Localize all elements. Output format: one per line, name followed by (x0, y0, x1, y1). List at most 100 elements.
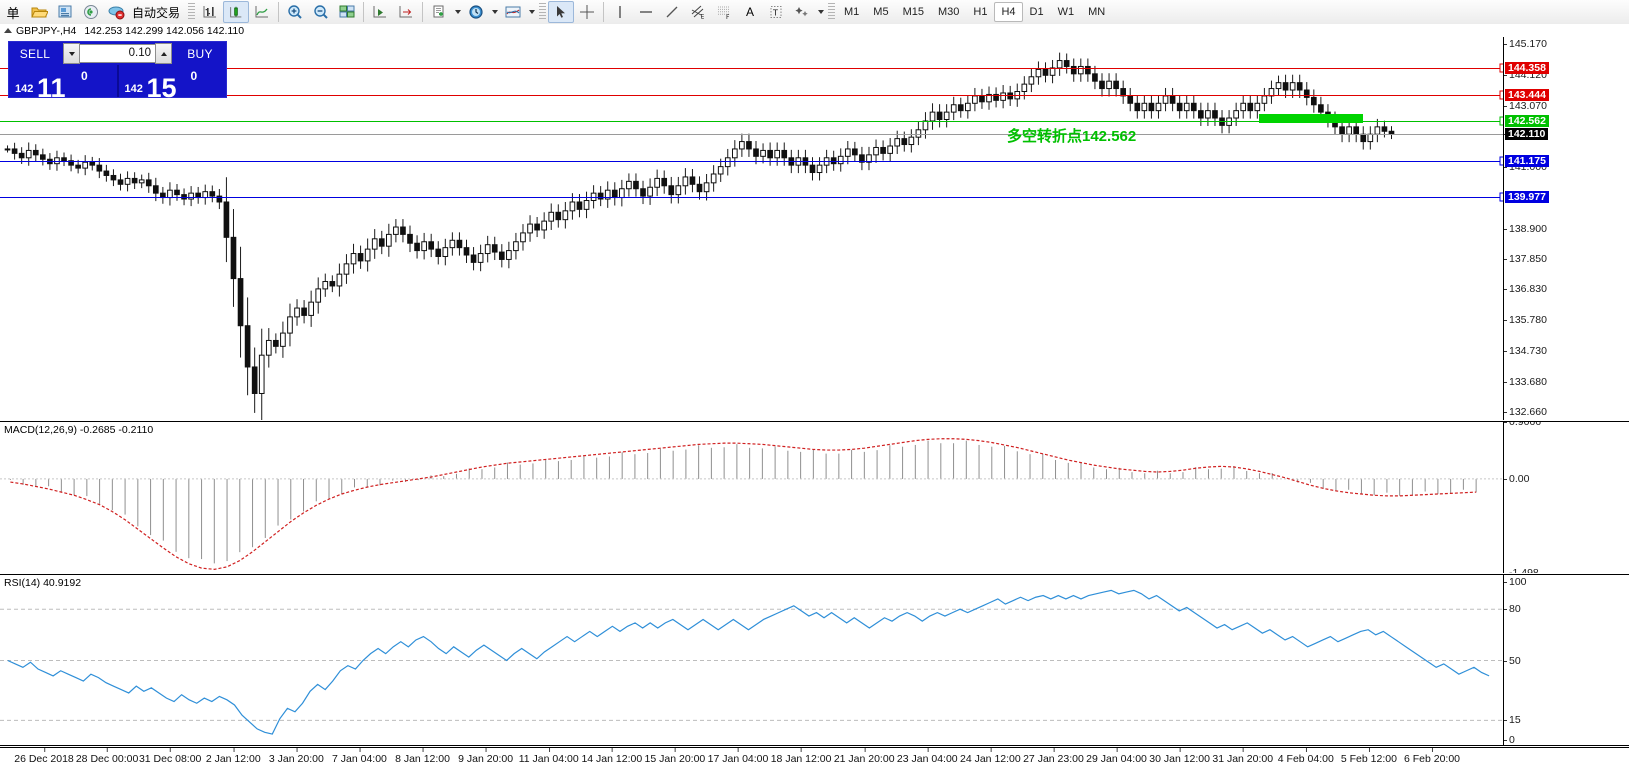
buy-button[interactable]: BUY (187, 46, 213, 61)
price-level-label[interactable]: 141.175 (1505, 155, 1549, 168)
level-line-handle[interactable] (1499, 90, 1504, 100)
toolbar-grip-1[interactable] (188, 3, 196, 21)
price-tick: 145.170 (1504, 37, 1547, 50)
time-tick: 2 Jan 12:00 (205, 748, 261, 765)
price-plot-area[interactable]: 多空转折点142.562 (0, 37, 1504, 420)
level-line-resistance[interactable] (0, 67, 1504, 69)
zoom-in-icon[interactable] (282, 1, 308, 23)
timeframe-mn[interactable]: MN (1088, 6, 1106, 18)
tile-windows-icon[interactable] (334, 1, 360, 23)
timeframe-h1[interactable]: H1 (973, 6, 988, 18)
chart-ohlc-values: 142.253 142.299 142.056 142.110 (84, 24, 245, 37)
buy-price-integer: 142 (124, 83, 143, 95)
equidistant-channel-icon[interactable]: E (685, 1, 711, 23)
toolbar-grip-3[interactable] (828, 3, 836, 21)
level-line-resistance[interactable] (0, 94, 1504, 96)
line-chart-icon[interactable] (249, 1, 275, 23)
level-line-handle[interactable] (1499, 192, 1504, 202)
price-tick: 138.900 (1504, 222, 1547, 235)
buy-price[interactable]: 142 15 0 (119, 65, 227, 102)
collapse-triangle-icon[interactable] (4, 28, 12, 33)
turning-point-annotation[interactable]: 多空转折点142.562 (1007, 128, 1137, 146)
sell-button[interactable]: SELL (19, 46, 51, 61)
vertical-line-icon[interactable] (607, 1, 633, 23)
volume-increase-button[interactable] (155, 43, 172, 64)
new-order-icon[interactable]: 单 (6, 5, 20, 21)
rsi-pane[interactable]: RSI(14) 40.9192 100 80 50 15 0 (0, 574, 1629, 746)
cursor-icon[interactable] (548, 1, 575, 23)
objects-dropdown-caret-icon[interactable] (815, 1, 826, 23)
text-label-icon[interactable]: T (763, 1, 789, 23)
highlight-rectangle[interactable] (1259, 113, 1363, 123)
level-line-pivot[interactable] (0, 120, 1504, 122)
candlestick-chart-icon[interactable] (223, 1, 250, 23)
period-dropdown-caret-icon[interactable] (489, 1, 500, 23)
macd-pane[interactable]: MACD(12,26,9) -0.2685 -0.2110 0.9066 0.00… (0, 421, 1629, 573)
indicators-dropdown-caret-icon[interactable] (526, 1, 537, 23)
time-tick: 7 Jan 04:00 (332, 748, 387, 765)
macd-y-axis[interactable]: 0.9066 0.00 -1.498 (1503, 422, 1629, 573)
folder-icon[interactable] (26, 1, 52, 23)
timeframe-d1[interactable]: D1 (1029, 6, 1044, 18)
one-click-trading-panel[interactable]: SELL 0.10 BUY 142 11 0 142 15 0 (8, 41, 227, 102)
price-tick: 136.830 (1504, 283, 1547, 296)
timeframe-h4[interactable]: H4 (994, 2, 1023, 22)
rsi-plot-area[interactable] (0, 575, 1504, 745)
level-line-handle[interactable] (1499, 156, 1504, 166)
indicators-icon[interactable] (500, 1, 526, 23)
objects-icon[interactable] (789, 1, 815, 23)
timeframe-m15[interactable]: M15 (902, 6, 924, 18)
level-line-current[interactable] (0, 133, 1504, 135)
fibonacci-icon[interactable]: F (711, 1, 737, 23)
timeframe-w1[interactable]: W1 (1057, 6, 1075, 18)
price-pane[interactable]: 多空转折点142.562 145.170144.120143.070142.11… (0, 37, 1629, 420)
macd-plot-area[interactable] (0, 422, 1504, 573)
news-icon[interactable] (52, 1, 78, 23)
time-tick: 28 Dec 00:00 (75, 748, 139, 765)
horizontal-line-icon[interactable] (633, 1, 659, 23)
text-icon[interactable]: A (746, 5, 755, 19)
signal-icon[interactable] (78, 1, 104, 23)
period-icon[interactable] (463, 1, 489, 23)
trendline-icon[interactable] (659, 1, 685, 23)
time-tick: 29 Jan 04:00 (1086, 748, 1147, 765)
timeframe-m30[interactable]: M30 (937, 6, 960, 18)
templates-icon[interactable] (426, 1, 452, 23)
level-line-handle[interactable] (1499, 116, 1504, 126)
time-tick: 31 Dec 08:00 (138, 748, 202, 765)
rsi-tick: 50 (1504, 654, 1521, 667)
volume-input[interactable]: 0.10 (80, 44, 155, 63)
price-level-label[interactable]: 142.562 (1505, 114, 1549, 127)
timeframe-m5[interactable]: M5 (873, 6, 889, 18)
autotrade-label[interactable]: 自动交易 (132, 5, 181, 20)
templates-dropdown-caret-icon[interactable] (452, 1, 463, 23)
price-level-label[interactable]: 143.444 (1505, 88, 1549, 101)
price-level-label[interactable]: 144.358 (1505, 61, 1549, 74)
svg-text:F: F (726, 14, 730, 20)
auto-scroll-icon[interactable] (393, 1, 419, 23)
level-line-support[interactable] (0, 196, 1504, 198)
price-level-label[interactable]: 139.977 (1505, 190, 1549, 203)
bar-chart-icon[interactable] (197, 1, 223, 23)
zoom-out-icon[interactable] (308, 1, 334, 23)
chart-symbol-label: GBPJPY-,H4 (16, 24, 77, 37)
volume-decrease-button[interactable] (63, 43, 80, 64)
price-tick: 143.070 (1504, 99, 1547, 112)
price-level-label[interactable]: 142.110 (1505, 127, 1549, 140)
time-tick: 26 Dec 2018 (14, 748, 74, 765)
toolbar-grip-2[interactable] (539, 3, 547, 21)
rsi-y-axis[interactable]: 100 80 50 15 0 (1503, 575, 1629, 745)
price-y-axis[interactable]: 145.170144.120143.070142.110141.000138.9… (1503, 37, 1629, 420)
time-tick: 6 Feb 20:00 (1403, 748, 1461, 765)
autotrade-icon[interactable] (104, 1, 130, 23)
time-axis[interactable]: 26 Dec 2018 28 Dec 00:00 31 Dec 08:00 2 Jan… (0, 747, 1629, 770)
crosshair-icon[interactable] (574, 1, 600, 23)
chart-shift-icon[interactable] (367, 1, 393, 23)
level-line-support[interactable] (0, 161, 1504, 163)
sell-price-fraction: 0 (81, 69, 88, 83)
timeframe-m1[interactable]: M1 (844, 6, 860, 18)
macd-tick: -1.498 (1509, 567, 1539, 573)
sell-price[interactable]: 142 11 0 (9, 65, 119, 102)
level-line-handle[interactable] (1499, 63, 1504, 73)
volume-stepper[interactable]: 0.10 (63, 43, 172, 64)
